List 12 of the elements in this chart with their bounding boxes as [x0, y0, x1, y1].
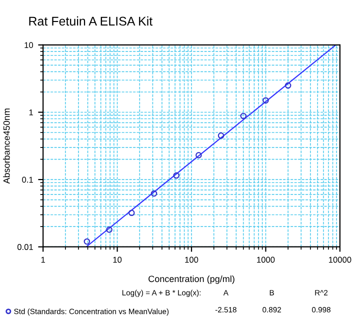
y-tick-label: 10	[24, 42, 34, 48]
y-tick-label: 0.01	[17, 244, 33, 250]
x-tick-label: 1000	[257, 256, 275, 263]
x-axis-title: Concentration (pg/ml)	[148, 275, 234, 284]
x-tick-label: 100	[185, 256, 198, 263]
y-tick-label: 0.1	[22, 176, 33, 183]
x-tick-label: 10	[113, 256, 122, 263]
y-axis-title: Absorbance450nm	[3, 108, 10, 184]
chart-title: Rat Fetuin A ELISA Kit	[29, 16, 153, 26]
x-tick-label: 1	[41, 256, 45, 263]
x-tick-label: 10000	[328, 256, 352, 263]
y-tick-label: 1	[29, 110, 33, 116]
